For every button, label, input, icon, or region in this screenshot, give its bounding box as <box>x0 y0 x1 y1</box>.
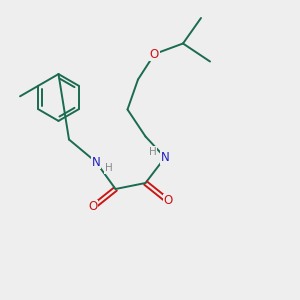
Text: H: H <box>148 147 156 157</box>
Text: O: O <box>150 47 159 61</box>
Text: O: O <box>88 200 98 214</box>
Text: N: N <box>92 155 100 169</box>
Text: O: O <box>164 194 172 208</box>
Text: H: H <box>105 163 112 173</box>
Text: N: N <box>160 151 169 164</box>
